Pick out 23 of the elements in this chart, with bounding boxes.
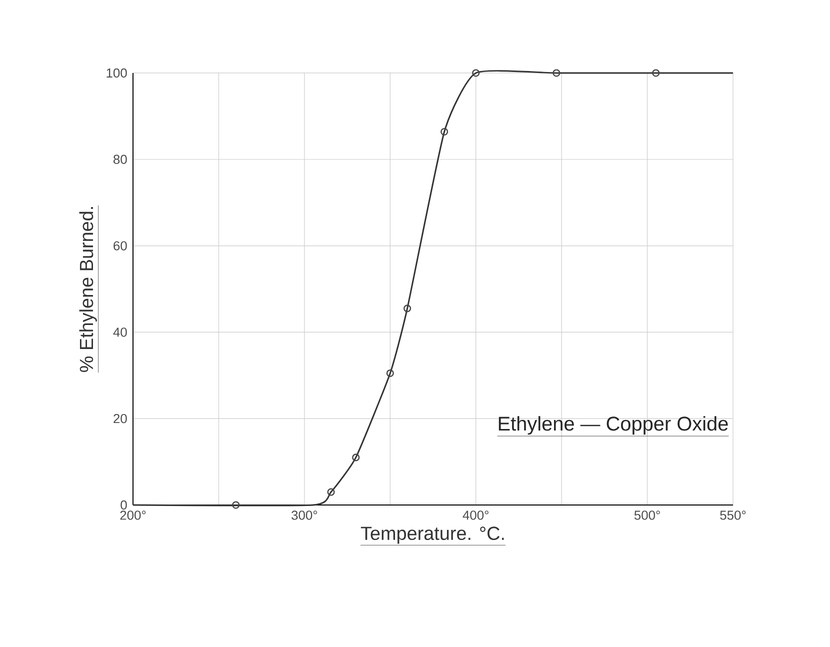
y-tick-label: 100 — [106, 68, 127, 78]
y-tick-label: 20 — [114, 414, 127, 424]
x-tick-label: 500° — [634, 510, 660, 520]
point — [652, 69, 660, 77]
y-axis-title: % Ethylene Burned. — [79, 207, 97, 372]
y-tick-label: 40 — [113, 328, 127, 337]
point — [232, 501, 240, 509]
x-tick-label: 200° — [120, 510, 146, 520]
x-tick-label: 300° — [292, 510, 318, 520]
x-tick-label: 400° — [462, 510, 488, 520]
point — [327, 488, 335, 496]
annotation: Ethylene — Copper Oxide — [498, 416, 728, 435]
point — [440, 128, 448, 136]
point — [472, 69, 480, 77]
y-tick-label: 80 — [114, 154, 127, 164]
y-tick-label: 60 — [114, 241, 127, 250]
point — [552, 69, 560, 77]
x-axis-title: Temperature. °C. — [360, 526, 504, 544]
x-tick-label: 550° — [720, 510, 746, 520]
point — [352, 454, 360, 462]
point — [386, 369, 394, 378]
point — [404, 304, 412, 312]
y-tick-label: 0 — [120, 500, 127, 510]
